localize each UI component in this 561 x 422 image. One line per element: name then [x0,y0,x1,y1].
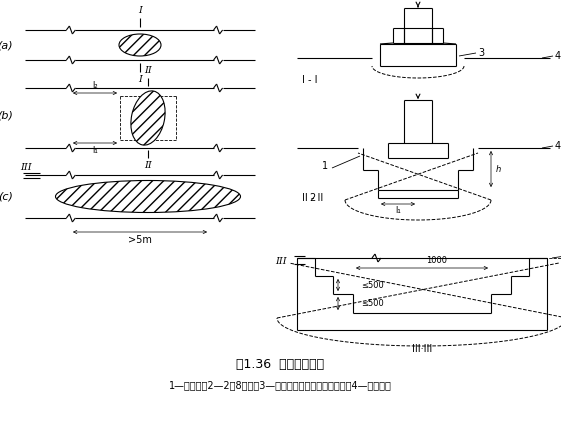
Text: I: I [138,75,142,84]
Text: l₂: l₂ [92,81,98,90]
Text: I - I: I - I [302,75,318,85]
Ellipse shape [131,91,165,145]
Text: >5m: >5m [128,235,152,245]
Text: II: II [144,66,152,75]
Text: 3: 3 [478,48,484,58]
Text: l₁: l₁ [395,206,401,215]
Text: 4: 4 [555,141,561,151]
Text: (b): (b) [0,111,13,121]
Text: (c): (c) [0,192,13,201]
Text: III·III: III·III [412,344,432,354]
Text: ≤500: ≤500 [362,281,384,289]
Text: III: III [275,257,287,265]
Text: III: III [20,163,31,173]
Text: 2: 2 [309,193,315,203]
Text: 1: 1 [322,161,328,171]
Text: h: h [496,165,501,173]
Ellipse shape [119,34,161,56]
Text: II: II [144,161,152,170]
Text: 4: 4 [555,51,561,61]
Text: l₁: l₁ [92,146,98,155]
Text: (a): (a) [0,40,13,50]
Text: 图1.36  松土坑的处理: 图1.36 松土坑的处理 [236,359,324,371]
Text: 1—软弱土；2—2；8灰土；3—松土全部挖除然后填以好土；4—天然地面: 1—软弱土；2—2；8灰土；3—松土全部挖除然后填以好土；4—天然地面 [168,380,392,390]
Ellipse shape [56,181,241,213]
Text: ≤500: ≤500 [362,299,384,308]
Text: 1000: 1000 [426,256,448,265]
Text: I: I [138,6,142,15]
Text: II - II: II - II [302,193,323,203]
